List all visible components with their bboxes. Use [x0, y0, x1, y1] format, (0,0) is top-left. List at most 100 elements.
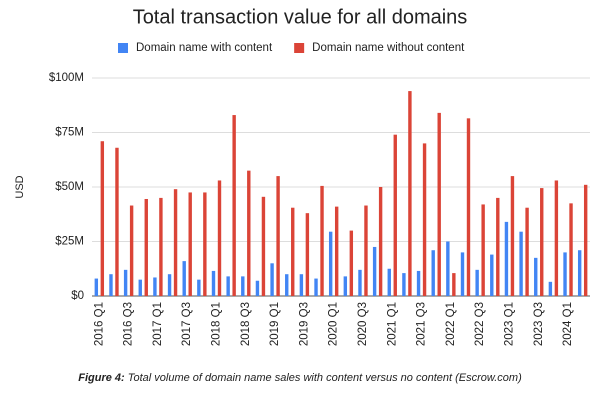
bar [276, 176, 280, 296]
bar [203, 192, 207, 296]
bar [115, 147, 119, 296]
x-tick-label: 2018 Q1 [211, 302, 223, 346]
bar [188, 192, 192, 296]
bar [393, 134, 397, 296]
x-tick-label: 2018 Q3 [240, 302, 252, 346]
bar [291, 207, 295, 296]
bar [422, 143, 427, 296]
y-tick-label: $75M [55, 127, 84, 139]
legend-label: Domain name without content [312, 42, 465, 54]
bar [452, 273, 456, 296]
y-tick-label: $100M [49, 72, 84, 84]
bar [554, 180, 559, 296]
bar [129, 205, 134, 296]
bar [247, 170, 251, 296]
x-tick-label: 2019 Q1 [269, 302, 281, 346]
bar [182, 261, 186, 296]
bar [299, 274, 304, 296]
legend-swatch [118, 43, 128, 53]
bar [372, 246, 377, 296]
bar [466, 118, 471, 296]
bar [167, 274, 172, 296]
bar [94, 278, 99, 296]
bar [123, 269, 128, 296]
y-axis-label: USD [14, 175, 26, 198]
bar [481, 204, 485, 296]
bar [577, 250, 582, 296]
chart-title: Total transaction value for all domains [133, 6, 468, 28]
bar [270, 263, 274, 296]
legend-label: Domain name with content [136, 42, 273, 54]
bar [285, 274, 289, 296]
bar [563, 252, 567, 296]
bar [496, 197, 500, 296]
bar [211, 270, 216, 296]
bar [314, 278, 318, 296]
x-tick-label: 2023 Q1 [503, 302, 515, 346]
bar [159, 197, 163, 296]
bar [144, 198, 148, 296]
bar [173, 189, 178, 296]
bar [100, 141, 105, 296]
bar [460, 252, 465, 296]
bar [226, 276, 230, 296]
bar [504, 221, 509, 296]
caption-text: Total volume of domain name sales with c… [128, 372, 522, 384]
x-tick-label: 2020 Q3 [357, 302, 369, 346]
bar [402, 273, 406, 296]
bar [519, 231, 523, 296]
bar [525, 207, 529, 296]
x-tick-label: 2020 Q1 [328, 302, 340, 346]
x-tick-label: 2021 Q1 [386, 302, 398, 346]
bar [583, 184, 588, 296]
y-tick-label: $25M [55, 236, 84, 248]
bar [408, 91, 412, 296]
bar [475, 269, 479, 296]
caption: Figure 4: Total volume of domain name sa… [78, 372, 522, 384]
bar [358, 269, 362, 296]
bar [540, 188, 544, 296]
bar [446, 241, 450, 296]
x-tick-label: 2023 Q3 [533, 302, 545, 346]
bar [320, 185, 324, 296]
bar [548, 281, 553, 296]
bar [416, 270, 421, 296]
bar [241, 276, 245, 296]
bar [197, 279, 201, 296]
bar [490, 254, 494, 296]
x-tick-label: 2019 Q3 [298, 302, 310, 346]
x-tick-label: 2022 Q3 [474, 302, 486, 346]
bar [378, 187, 383, 296]
x-tick-label: 2024 Q1 [562, 302, 574, 346]
bar [349, 230, 354, 296]
bar [261, 196, 266, 296]
bar [510, 176, 515, 296]
x-tick-label: 2017 Q1 [152, 302, 164, 346]
legend-swatch [294, 43, 305, 53]
bar [109, 274, 113, 296]
bar [138, 279, 142, 296]
x-tick-label: 2016 Q1 [93, 302, 105, 346]
y-tick-label: $50M [55, 181, 84, 193]
bar [534, 257, 538, 296]
bar [569, 203, 573, 296]
bar [343, 276, 348, 296]
bar [328, 231, 333, 296]
bar [437, 112, 441, 296]
bar [305, 213, 310, 296]
bar [334, 206, 339, 296]
x-tick-label: 2016 Q3 [123, 302, 135, 346]
bar [364, 205, 368, 296]
bar [153, 277, 157, 296]
bar [217, 180, 222, 296]
x-tick-label: 2021 Q3 [416, 302, 428, 346]
x-tick-label: 2022 Q1 [445, 302, 457, 346]
caption-label: Figure 4: [78, 372, 125, 384]
bar [387, 268, 391, 296]
bar [232, 115, 236, 296]
y-tick-label: $0 [71, 290, 84, 302]
bar [255, 280, 260, 296]
bar [431, 250, 435, 296]
x-tick-label: 2017 Q3 [181, 302, 193, 346]
